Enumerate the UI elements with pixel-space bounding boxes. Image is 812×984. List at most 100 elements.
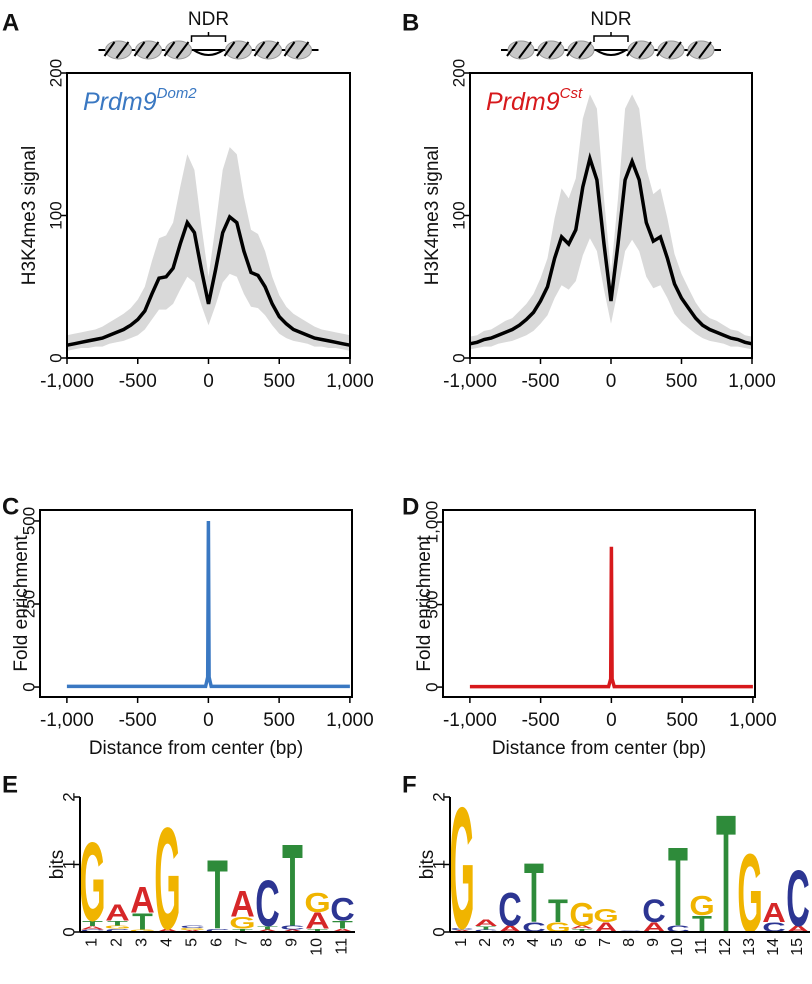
logo-letter: T (232, 928, 253, 933)
logo-letter: T (332, 919, 353, 931)
y-tick-label: 100 (46, 201, 65, 229)
dna-wrap (626, 41, 652, 59)
panel-letter: A (2, 9, 19, 36)
dna-wrap (536, 41, 562, 59)
y-tick-label: 500 (19, 507, 38, 535)
confidence-band (470, 94, 752, 350)
y-axis-label: Fold enrichment (414, 535, 435, 672)
logo-letter: T (257, 925, 278, 930)
logo-letter: G (569, 895, 594, 932)
x-tick-label: 500 (263, 710, 295, 731)
genotype-allele: Dom2 (157, 85, 198, 102)
dna-wrap (103, 41, 130, 59)
ndr-label: NDR (590, 9, 631, 30)
logo-letter: G (449, 772, 474, 965)
x-tick-label: 0 (606, 371, 617, 392)
logo-letter: C (642, 892, 666, 929)
ndr-label: NDR (188, 9, 229, 30)
logo-letter: T (307, 928, 328, 933)
y-tick-label: 0 (59, 927, 78, 936)
position-label: 14 (765, 938, 782, 956)
y-tick-label: 0 (429, 927, 448, 936)
logo-letter: G (304, 887, 330, 919)
genotype-name: Prdm9 (486, 88, 560, 116)
y-tick-label: 2 (429, 792, 448, 801)
logo-letter: C (180, 925, 205, 929)
logo-letter: A (305, 909, 329, 935)
confidence-band (67, 147, 350, 351)
position-label: 8 (259, 938, 276, 947)
signal-line (469, 152, 753, 346)
logo-letter: C (330, 892, 354, 928)
enrichment-line (469, 546, 753, 689)
dna-wrap (656, 41, 682, 59)
logo-letter: G (104, 925, 130, 930)
x-tick-label: 1,000 (326, 710, 374, 731)
ndr-bracket (190, 32, 227, 42)
panel-letter: B (402, 9, 419, 36)
logo-letter: A (474, 918, 498, 929)
y-tick-label: 2 (59, 792, 78, 801)
y-axis-label: H3K4me3 signal (19, 146, 40, 285)
position-label: 3 (134, 938, 151, 947)
logo-letter: C (474, 929, 498, 933)
logo-letter: T (82, 919, 103, 927)
ndr-bracket (593, 32, 629, 42)
logo-letter: A (280, 929, 305, 933)
y-axis-label: Fold enrichment (11, 535, 32, 672)
panel-letter: F (402, 771, 417, 798)
dna-wrap (163, 41, 190, 59)
y-tick-label: 1,000 (422, 501, 441, 544)
logo-letter: T (107, 920, 128, 927)
logo-letter: A (155, 928, 179, 933)
logo-letter: C (80, 929, 105, 933)
linker-dna (192, 49, 225, 56)
logo-letter: A (105, 900, 129, 926)
panel-letter: D (402, 493, 419, 520)
logo-letter: A (255, 929, 280, 933)
genotype-label: Prdm9Dom2 (83, 85, 197, 116)
x-tick-label: 1,000 (326, 371, 374, 392)
linker-dna (595, 49, 627, 56)
x-tick-label: 1,000 (728, 371, 776, 392)
logo-letter: G (79, 819, 105, 945)
logo-letter: A (786, 924, 810, 935)
position-label: 2 (477, 938, 494, 947)
y-tick-label: 250 (19, 590, 38, 618)
position-label: 5 (184, 938, 201, 947)
dna-wrap (253, 41, 280, 59)
logo-letter: C (450, 927, 474, 930)
x-tick-label: 500 (666, 371, 698, 392)
position-label: 9 (645, 938, 662, 947)
dna-wrap (283, 41, 310, 59)
y-axis-label: H3K4me3 signal (422, 146, 443, 285)
position-label: 2 (109, 938, 126, 947)
logo-letter: T (132, 909, 153, 935)
dna-wrap (133, 41, 160, 59)
position-label: 1 (453, 938, 470, 947)
plot-frame (469, 72, 753, 359)
panel-letter: E (2, 771, 18, 798)
dna-wrap (566, 41, 592, 59)
y-tick-label: 1 (59, 860, 78, 869)
x-tick-label: 0 (203, 371, 214, 392)
position-label: 10 (669, 938, 686, 956)
panel-letter: C (2, 493, 19, 520)
genotype-allele: Cst (560, 85, 583, 102)
x-tick-label: 0 (606, 710, 617, 731)
logo-letter: C (786, 853, 810, 942)
dna-wrap (686, 41, 712, 59)
logo-letter: C (255, 868, 279, 941)
x-tick-label: -500 (119, 710, 157, 731)
logo-letter: A (762, 897, 786, 928)
y-tick-label: 0 (449, 353, 468, 362)
position-label: 11 (334, 938, 351, 955)
x-tick-label: -1,000 (40, 371, 94, 392)
logo-letter: T (207, 839, 228, 950)
logo-letter: C (105, 928, 129, 933)
position-label: 11 (693, 938, 710, 955)
logo-letter: T (476, 925, 496, 930)
x-tick-label: -500 (521, 371, 559, 392)
